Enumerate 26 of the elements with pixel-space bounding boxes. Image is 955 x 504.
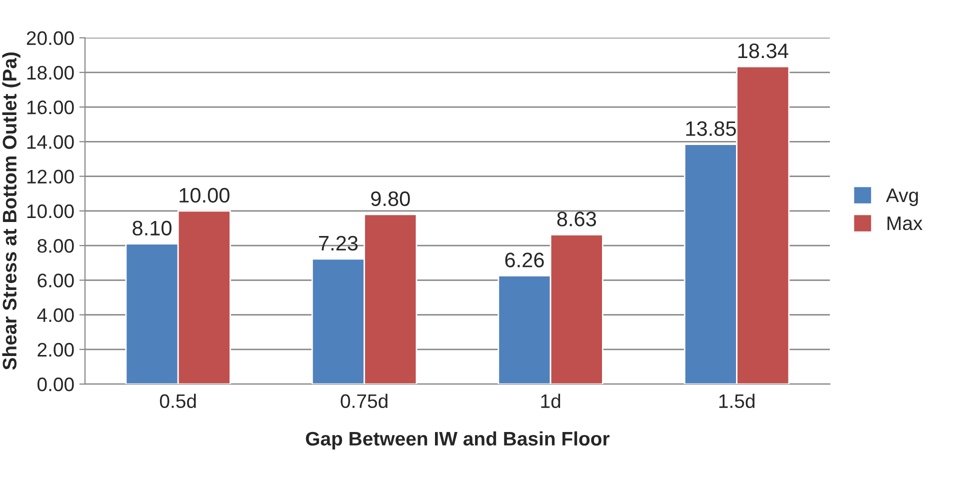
- y-axis-title: Shear Stress at Bottom Outlet (Pa): [2, 52, 20, 370]
- y-tick-label: 14.00: [27, 135, 74, 149]
- y-tick-label: 18.00: [27, 66, 74, 80]
- legend-label: Avg: [886, 188, 918, 206]
- data-label: 13.85: [686, 121, 736, 136]
- y-tick-label: 6.00: [38, 274, 74, 288]
- data-label: 8.63: [557, 212, 596, 226]
- y-tick-label: 2.00: [38, 342, 74, 357]
- x-tick-label: 0.5d: [160, 394, 196, 408]
- data-label: 18.34: [738, 44, 788, 58]
- y-tick-label: 20.00: [26, 31, 74, 46]
- y-tick-label: 0.00: [37, 378, 74, 392]
- data-label: 8.10: [132, 220, 172, 236]
- legend-label: Max: [888, 216, 922, 230]
- x-axis-title: Gap Between IW and Basin Floor: [306, 431, 610, 450]
- y-tick-label: 4.00: [37, 308, 74, 322]
- x-tick-label: 1.5d: [719, 394, 754, 408]
- y-tick-label: 16.00: [27, 100, 74, 114]
- y-tick-label: 12.00: [27, 170, 74, 184]
- data-label: 10.00: [180, 188, 230, 203]
- x-tick-label: 0.75d: [340, 394, 388, 408]
- y-tick-label: 8.00: [38, 239, 74, 253]
- x-tick-label: 1d: [541, 394, 560, 408]
- y-tick-label: 10.00: [27, 204, 74, 218]
- data-label: 9.80: [371, 191, 410, 206]
- data-label: 6.26: [505, 252, 544, 268]
